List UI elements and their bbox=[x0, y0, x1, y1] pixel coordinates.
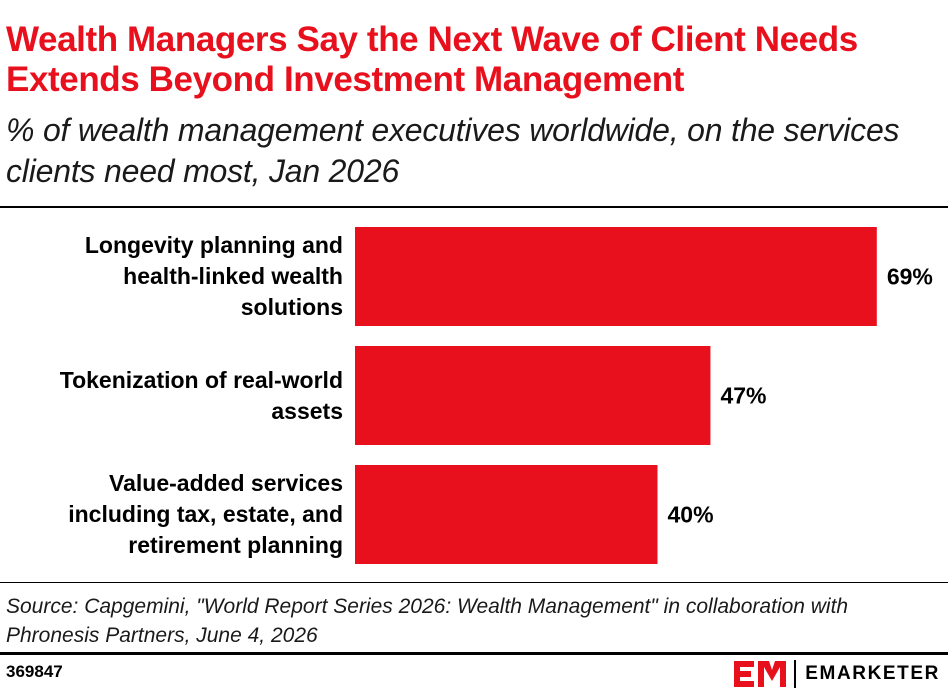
value-label-2: 47% bbox=[720, 383, 766, 409]
bar-2 bbox=[355, 346, 711, 445]
category-label-line: Value-added services bbox=[109, 470, 343, 496]
chart-title: Wealth Managers Say the Next Wave of Cli… bbox=[6, 20, 858, 99]
chart-id: 369847 bbox=[6, 662, 63, 681]
brand-separator bbox=[794, 660, 797, 688]
value-label-3: 40% bbox=[668, 502, 714, 528]
category-label-line: solutions bbox=[240, 294, 343, 320]
category-label-line: Longevity planning and bbox=[84, 232, 343, 258]
category-label-line: assets bbox=[271, 397, 343, 424]
category-label-line: including tax, estate, and bbox=[68, 501, 343, 527]
bar-1 bbox=[355, 227, 877, 326]
category-label-line: retirement planning bbox=[128, 532, 343, 558]
category-label-2: Tokenization of real-world assets bbox=[3, 365, 343, 427]
source-divider bbox=[0, 582, 948, 583]
brand-lockup: EMARKETER bbox=[734, 659, 940, 689]
bar-3 bbox=[355, 465, 658, 564]
bar-chart-plot: 69% 47% 40% bbox=[355, 227, 933, 564]
bar-chart: 69% 47% 40% Longevity planning and health-l… bbox=[0, 208, 948, 580]
emarketer-logo-icon bbox=[734, 661, 787, 687]
footer-divider bbox=[0, 652, 948, 655]
category-label-1: Longevity planning and health-linked weal… bbox=[3, 230, 343, 323]
category-label-line: Tokenization of real-world bbox=[59, 366, 343, 393]
category-label-line: health-linked wealth bbox=[123, 263, 343, 289]
source-note: Source: Capgemini, "World Report Series … bbox=[6, 595, 849, 647]
chart-subtitle: % of wealth management executives worldw… bbox=[6, 112, 900, 189]
top-divider bbox=[0, 206, 948, 208]
value-label-1: 69% bbox=[887, 264, 933, 290]
brand-name: EMARKETER bbox=[805, 663, 940, 684]
category-label-3: Value-added services including tax, estat… bbox=[3, 468, 343, 561]
